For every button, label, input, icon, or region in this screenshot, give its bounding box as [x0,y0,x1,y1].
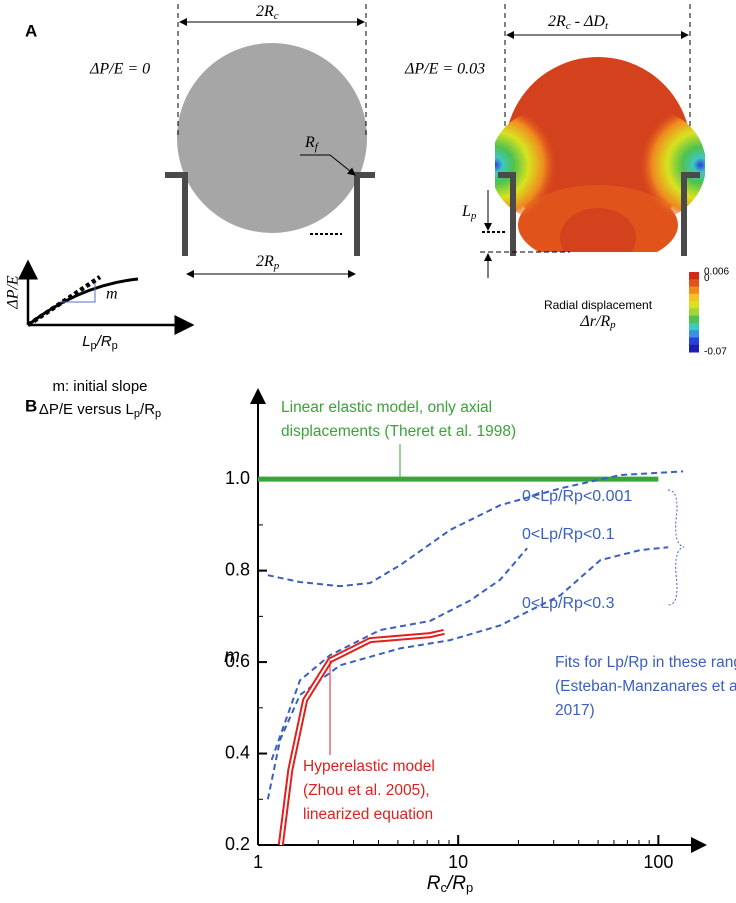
x-axis-label: Rc/Rp [427,873,473,895]
colorbar-band [689,301,699,309]
inset-slope: m [106,286,118,303]
length-label: Lp [461,203,477,222]
y-tick-label: 0.4 [225,742,250,762]
inset [18,259,195,335]
y-tick-label: 0.6 [225,651,250,671]
colorbar-band [689,286,699,295]
x-tick-label: 10 [448,852,468,872]
colorbar-band [689,293,699,302]
annotation: (Zhou et al. 2005), [303,782,430,799]
colorbar-tick-label: 0 [704,273,710,284]
colorbar-band [689,337,699,346]
panel-label: B [25,396,37,415]
fillet-label: Rf [304,134,320,153]
pointer [329,154,356,176]
annotation: 2017) [555,702,595,719]
inset-y-label: ΔP/E [5,275,22,310]
pressure-label: ΔP/E = 0.03 [404,61,485,78]
series-line [270,547,528,761]
annotation: (Esteban-Manzanares et al. [555,678,736,695]
colorbar-unit: Δr/Rp [579,313,616,331]
dimension-label: 2Rc - ΔDt [548,13,609,32]
annotation: displacements (Theret et al. 1998) [281,423,516,440]
colorbar-band [689,344,699,353]
series-line [267,470,684,588]
inset-x-label: Lp/Rp [82,333,118,352]
colorbar-tick-label: 0.006 [704,267,729,278]
dimension-label: 2Rc [256,3,279,22]
colorbar-band [689,330,699,338]
annotation: linearized equation [303,806,433,823]
series-label: 0<Lp/Rp<0.001 [522,488,632,505]
series-label: 0<Lp/Rp<0.3 [522,595,615,612]
colorbar-band [689,315,699,324]
pressure-label: ΔP/E = 0 [89,61,150,78]
pipette [498,172,700,256]
deformed-cell [495,57,705,252]
length-guides [480,190,570,278]
y-axis-label: m [224,646,240,667]
colorbar-tick-label: -0.07 [704,347,727,358]
annotation: Hyperelastic model [303,758,435,775]
y-tick-label: 1.0 [225,468,250,488]
annotation: Linear elastic model, only axial [281,399,492,416]
colorbar-title: Radial displacement [544,298,653,312]
inset-caption: m: initial slope [52,378,147,395]
colorbar [689,272,699,353]
series-line [266,546,669,800]
pipette [165,172,375,256]
pipette-label: 2Rp [256,253,280,272]
colorbar-band [689,272,699,280]
x-tick-label: 1 [253,852,263,872]
colorbar-band [689,308,699,317]
x-tick-label: 100 [643,852,673,872]
colorbar-band [689,322,699,331]
series-label: 0<Lp/Rp<0.1 [522,526,615,543]
colorbar-band [689,279,699,288]
brace [667,489,685,606]
panel-label: A [25,21,37,40]
y-tick-label: 0.2 [225,834,250,854]
y-tick-label: 0.8 [225,559,250,579]
annotation: Fits for Lp/Rp in these ranges [555,654,736,671]
cell [177,43,367,233]
inset-caption: ΔP/E versus Lp/Rp [39,401,161,420]
